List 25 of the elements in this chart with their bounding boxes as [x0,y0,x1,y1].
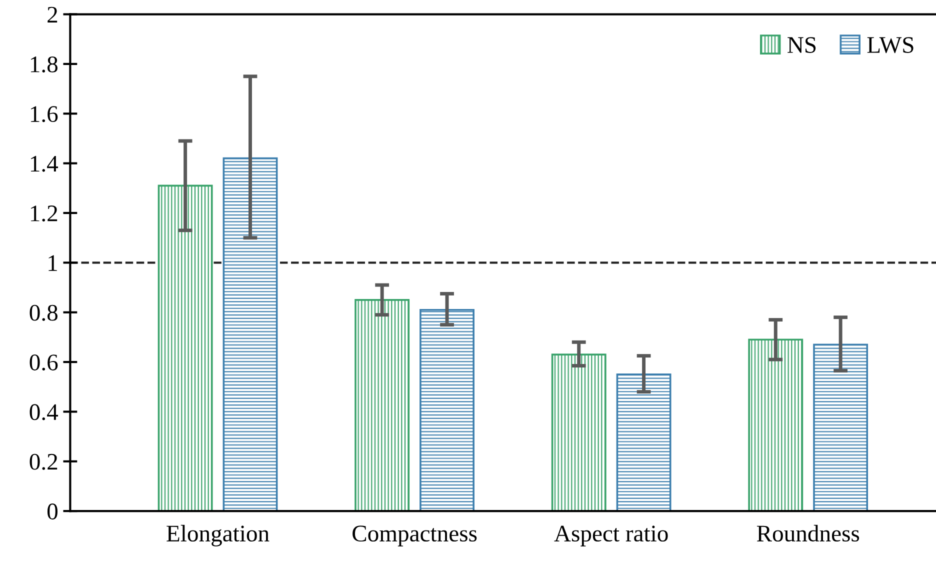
bar [222,157,278,512]
y-tick-label: 0 [47,504,58,520]
bar [158,184,213,512]
bar [420,308,474,512]
y-tick-label: 0.8 [30,304,58,321]
y-tick-label: 2 [48,6,58,22]
x-tick-label: Aspect ratio [554,526,668,546]
x-tick-label: Roundness [756,524,860,542]
y-tick-label: 1.6 [30,106,58,122]
y-tick-label: 0.4 [30,404,58,420]
y-tick-label: 1.8 [30,56,58,72]
legend-label: NS [788,37,816,53]
y-tick-label: 1.2 [30,206,58,222]
x-tick-label: Elongation [166,524,270,546]
bar [616,374,672,512]
y-tick-label: 0.2 [30,454,58,470]
legend-label: LWS [867,37,914,54]
bar [748,338,804,512]
bar [551,354,606,512]
bar [354,299,410,512]
y-tick-label: 0.6 [30,354,58,371]
x-tick-label: Compactness [352,526,477,546]
bar [813,344,868,512]
y-tick-label: 1 [48,255,57,271]
y-tick-label: 1.4 [30,156,58,172]
